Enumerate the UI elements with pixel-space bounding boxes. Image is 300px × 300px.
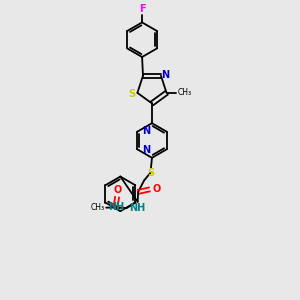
Text: O: O [152, 184, 161, 194]
Text: S: S [128, 89, 136, 99]
Text: NH: NH [129, 203, 145, 213]
Text: O: O [114, 185, 122, 195]
Text: CH₃: CH₃ [91, 203, 105, 212]
Text: N: N [142, 145, 150, 154]
Text: N: N [161, 70, 169, 80]
Text: S: S [147, 168, 155, 178]
Text: N: N [142, 126, 150, 136]
Text: F: F [139, 4, 146, 14]
Text: NH: NH [108, 202, 124, 212]
Text: CH₃: CH₃ [177, 88, 191, 98]
